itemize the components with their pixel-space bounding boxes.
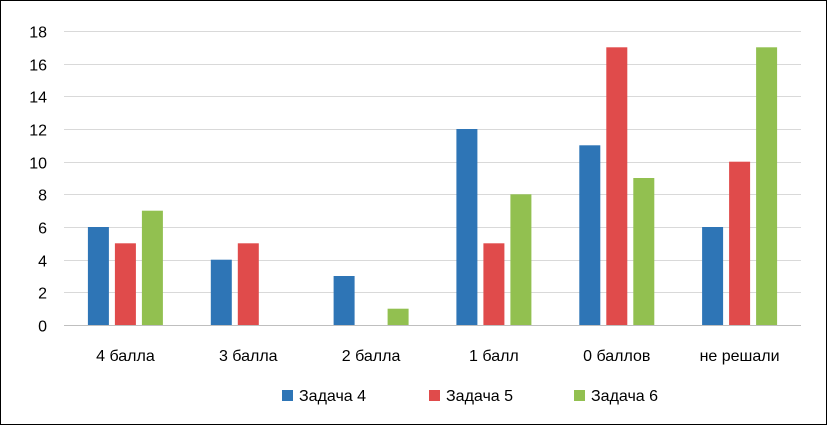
bar-задача-5 — [483, 243, 505, 325]
legend: Задача 4 Задача 5 Задача 6 — [282, 388, 658, 405]
bar-задача-6 — [633, 178, 655, 325]
y-tick-label: 4 — [38, 254, 47, 271]
y-tick-label: 12 — [29, 123, 47, 140]
bar-задача-5 — [729, 161, 751, 325]
bar-задача-4 — [702, 227, 724, 325]
bar-задача-6 — [387, 308, 409, 325]
bar-задача-4 — [87, 227, 109, 325]
bar-задача-4 — [456, 129, 478, 325]
y-tick-label: 8 — [38, 188, 47, 205]
y-tick-label: 18 — [29, 25, 47, 42]
bar-задача-4 — [579, 145, 601, 325]
bars: 4 балла 3 балла 2 балла 1 балл 0 баллов не ре… — [87, 47, 780, 365]
bar-задача-6 — [756, 47, 778, 326]
y-tick-labels: 0 2 4 6 8 10 12 14 16 18 — [29, 25, 47, 336]
bar-задача-4 — [333, 276, 355, 325]
bar-задача-4 — [210, 259, 232, 325]
legend-label: Задача 4 — [299, 388, 366, 405]
legend-label: Задача 5 — [446, 388, 513, 405]
legend-label: Задача 6 — [591, 388, 658, 405]
y-tick-label: 2 — [38, 286, 47, 303]
x-tick-label: 3 балла — [219, 348, 278, 365]
bar-задача-6 — [141, 210, 163, 325]
legend-swatch — [574, 390, 585, 401]
y-tick-label: 14 — [29, 90, 47, 107]
y-tick-label: 16 — [29, 58, 47, 75]
legend-swatch — [429, 390, 440, 401]
x-tick-label: не решали — [700, 348, 780, 365]
x-tick-label: 2 балла — [342, 348, 401, 365]
legend-swatch — [282, 390, 293, 401]
y-tick-label: 0 — [38, 319, 47, 336]
x-tick-label: 4 балла — [96, 348, 155, 365]
y-tick-label: 6 — [38, 221, 47, 238]
bar-задача-5 — [606, 47, 628, 326]
x-tick-label: 1 балл — [469, 348, 519, 365]
y-tick-label: 10 — [29, 156, 47, 173]
bar-задача-6 — [510, 194, 532, 325]
bar-задача-5 — [114, 243, 136, 325]
y-gridlines — [64, 31, 801, 293]
bar-задача-5 — [237, 243, 259, 325]
x-tick-label: 0 баллов — [583, 348, 650, 365]
